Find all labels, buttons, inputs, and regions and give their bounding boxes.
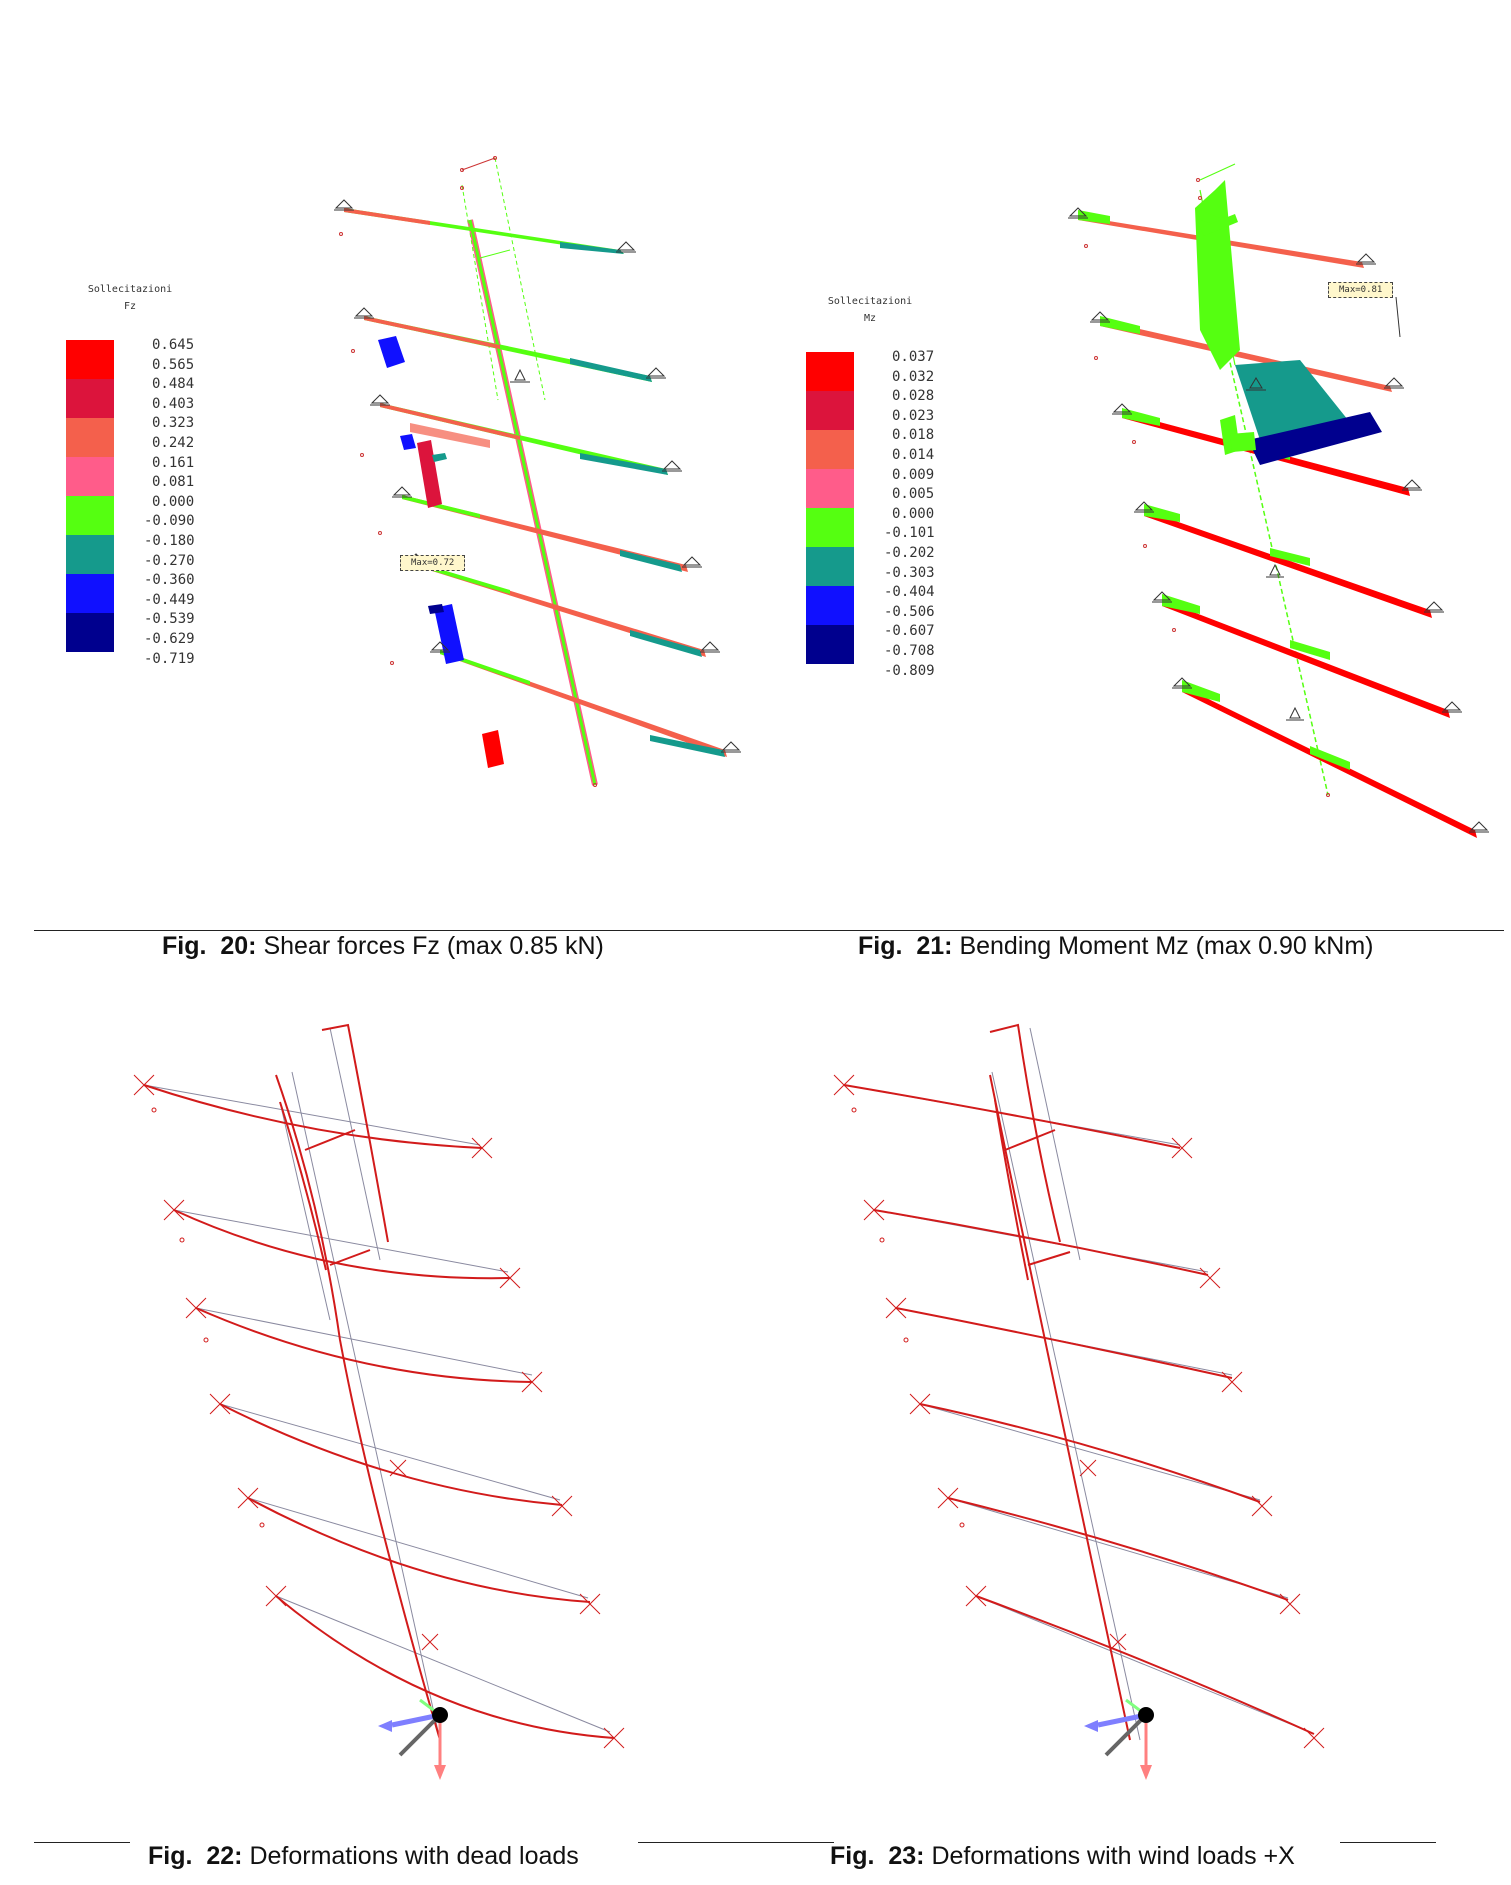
legend-fz-value-4: 0.323 [152, 415, 195, 432]
caption-21-label: Fig. [858, 932, 903, 960]
figure-22-deformation-dead-loads [130, 1020, 650, 1840]
rule-bottom-left [34, 1842, 130, 1843]
legend-mz-swatch-4 [806, 508, 854, 547]
legend-fz-value-7: 0.081 [152, 474, 195, 491]
caption-21-text: Bending Moment Mz (max 0.90 kNm) [959, 932, 1374, 960]
deformed-shape-23 [843, 1023, 1315, 1741]
legend-fz-swatch-6 [66, 574, 114, 613]
legend-mz-value-6: 0.009 [892, 466, 935, 483]
caption-21-number: 21: [916, 932, 953, 960]
legend-fz-value-0: 0.645 [152, 337, 195, 353]
undeformed-shape-22 [143, 1027, 611, 1741]
legend-fz-swatch-5 [66, 535, 114, 574]
legend-fz-value-3: 0.403 [152, 395, 195, 412]
figure-20-shear-diagram: Max=0.72 [330, 150, 750, 830]
legend-mz-value-3: 0.023 [892, 407, 935, 424]
legend-mz-swatch-2 [806, 430, 854, 469]
legend-fz-swatch-2 [66, 418, 114, 457]
fz-column [461, 157, 598, 786]
legend-mz-value-7: 0.005 [892, 486, 935, 503]
caption-fig-23: Fig. 23: Deformations with wind loads +X [830, 1842, 1295, 1871]
legend-fz-swatch-7 [66, 613, 114, 652]
legend-mz-value-10: -0.202 [884, 545, 935, 561]
legend-mz-quantity: Mz [863, 313, 877, 324]
rule-bottom-right [1340, 1842, 1436, 1843]
legend-mz-value-12: -0.404 [884, 584, 935, 601]
legend-mz-value-0: 0.037 [892, 349, 935, 365]
caption-fig-20: Fig. 20: Shear forces Fz (max 0.85 kN) [162, 932, 604, 961]
legend-fz-value-6: 0.161 [152, 454, 195, 471]
legend-fz-swatch-3 [66, 457, 114, 496]
caption-22-number: 22: [206, 1842, 243, 1870]
legend-fz-value-13: -0.449 [144, 591, 195, 608]
rule-top [34, 930, 1504, 931]
caption-20-number: 20: [220, 932, 257, 960]
legend-fz-swatch-4 [66, 496, 114, 535]
caption-fig-22: Fig. 22: Deformations with dead loads [148, 1842, 579, 1871]
legend-mz-value-15: -0.708 [884, 643, 935, 659]
legend-mz-value-11: -0.303 [884, 564, 935, 581]
legend-fz-value-14: -0.539 [144, 611, 195, 628]
axis-triad-22 [378, 1698, 448, 1780]
legend-fz-value-10: -0.180 [144, 533, 195, 549]
fz-max-label: Max=0.72 [400, 555, 466, 571]
legend-mz-value-2: 0.028 [892, 388, 935, 405]
legend-fz-value-11: -0.270 [144, 552, 195, 569]
legend-mz-swatch-0 [806, 352, 854, 391]
mz-supports [1068, 178, 1489, 833]
caption-23-label: Fig. [830, 1842, 875, 1870]
legend-fz-value-12: -0.360 [144, 572, 195, 589]
legend-mz-swatch-1 [806, 391, 854, 430]
fz-beams [344, 208, 727, 757]
legend-fz-value-5: 0.242 [152, 435, 195, 451]
legend-fz-value-8: 0.000 [152, 493, 195, 510]
legend-mz-swatch-6 [806, 586, 854, 625]
figure-21-moment-diagram: Max=0.81 [1068, 150, 1500, 850]
caption-23-text: Deformations with wind loads +X [931, 1842, 1295, 1870]
caption-22-label: Fig. [148, 1842, 193, 1870]
legend-mz-value-14: -0.607 [884, 623, 935, 640]
figure-23-deformation-wind-loads [830, 1020, 1350, 1840]
legend-fz-title: Sollecitazioni [87, 284, 173, 295]
fz-shear-blocks [378, 336, 504, 768]
legend-fz-value-1: 0.565 [152, 356, 195, 373]
legend-mz-value-5: 0.014 [892, 447, 935, 463]
legend-fz-value-9: -0.090 [144, 513, 195, 530]
caption-20-text: Shear forces Fz (max 0.85 kN) [263, 932, 604, 960]
rule-bottom-mid [638, 1842, 834, 1843]
mz-beams [1078, 210, 1477, 838]
legend-mz-title: Sollecitazioni [827, 296, 913, 307]
caption-22-text: Deformations with dead loads [249, 1842, 579, 1870]
supports-23 [833, 1074, 1325, 1749]
mz-moment-patches [1195, 180, 1382, 465]
legend-fz-quantity: Fz [123, 301, 137, 312]
legend-fz-value-16: -0.719 [144, 650, 195, 667]
axis-triad-23 [1084, 1698, 1154, 1780]
legend-mz-value-16: -0.809 [884, 662, 935, 679]
legend-mz-value-13: -0.506 [884, 603, 935, 620]
legend-mz-value-4: 0.018 [892, 427, 935, 444]
caption-20-label: Fig. [162, 932, 207, 960]
legend-mz-swatch-3 [806, 469, 854, 508]
mz-max-label: Max=0.81 [1328, 282, 1394, 298]
supports-22 [133, 1074, 625, 1749]
legend-mz-value-8: 0.000 [892, 505, 935, 522]
legend-mz-swatch-7 [806, 625, 854, 664]
legend-fz-swatch-1 [66, 379, 114, 418]
legend-mz-value-9: -0.101 [884, 525, 935, 542]
caption-fig-21: Fig. 21: Bending Moment Mz (max 0.90 kNm… [858, 932, 1373, 961]
legend-mz-value-1: 0.032 [892, 368, 935, 385]
caption-23-number: 23: [888, 1842, 925, 1870]
legend-mz-swatch-5 [806, 547, 854, 586]
legend-fz-value-2: 0.484 [152, 376, 195, 393]
legend-fz-swatch-0 [66, 340, 114, 379]
deformed-shape-22 [143, 1023, 615, 1741]
fz-supports [334, 156, 741, 787]
legend-fz-value-15: -0.629 [144, 631, 195, 647]
undeformed-shape-23 [843, 1027, 1311, 1741]
